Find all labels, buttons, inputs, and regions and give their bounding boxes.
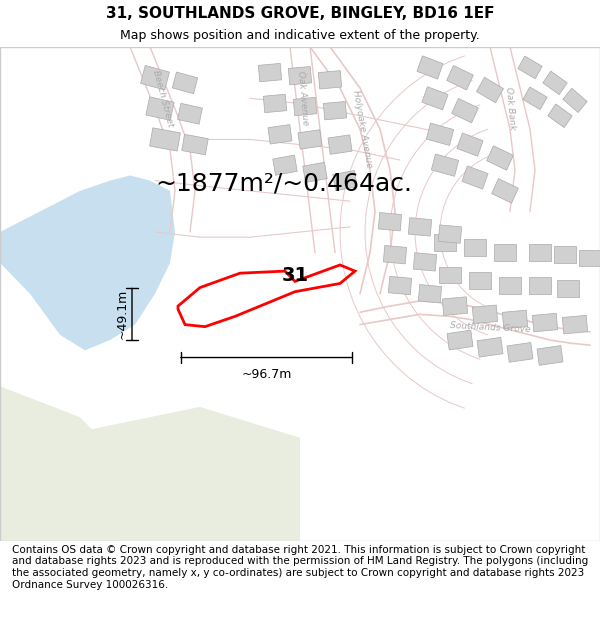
Bar: [431, 154, 458, 176]
Bar: [548, 104, 572, 127]
Text: ~96.7m: ~96.7m: [241, 368, 292, 381]
Bar: [268, 124, 292, 144]
Text: Beech Street: Beech Street: [151, 69, 175, 128]
Bar: [417, 56, 443, 79]
Bar: [140, 66, 169, 90]
Bar: [442, 297, 467, 316]
Bar: [388, 276, 412, 295]
Bar: [447, 330, 473, 350]
Bar: [434, 234, 456, 251]
Bar: [146, 97, 174, 121]
Polygon shape: [0, 386, 120, 541]
Bar: [379, 213, 401, 231]
Bar: [477, 338, 503, 357]
Bar: [289, 66, 311, 85]
Bar: [499, 278, 521, 294]
Bar: [507, 342, 533, 362]
Bar: [439, 267, 461, 284]
Text: Southlands Grove: Southlands Grove: [449, 321, 530, 334]
Bar: [413, 253, 437, 271]
Text: ~49.1m: ~49.1m: [116, 289, 129, 339]
Text: ~1877m²/~0.464ac.: ~1877m²/~0.464ac.: [155, 172, 412, 196]
Bar: [149, 128, 181, 151]
Bar: [427, 123, 454, 146]
Bar: [472, 305, 497, 324]
Bar: [182, 134, 208, 155]
Bar: [543, 71, 567, 94]
Bar: [462, 166, 488, 189]
Bar: [172, 72, 197, 94]
Text: 31: 31: [281, 266, 308, 285]
Text: Contains OS data © Crown copyright and database right 2021. This information is : Contains OS data © Crown copyright and d…: [12, 545, 588, 589]
Bar: [469, 272, 491, 289]
Bar: [418, 284, 442, 303]
Bar: [293, 98, 317, 116]
Bar: [563, 88, 587, 112]
Polygon shape: [0, 407, 300, 541]
Bar: [529, 244, 551, 261]
Bar: [439, 225, 461, 243]
Bar: [457, 133, 483, 156]
Bar: [319, 71, 341, 89]
Bar: [562, 316, 587, 334]
Bar: [529, 278, 551, 294]
Text: Oak Avenue: Oak Avenue: [296, 71, 310, 126]
Bar: [494, 244, 516, 261]
Bar: [532, 313, 557, 332]
Bar: [554, 246, 576, 263]
Bar: [476, 78, 503, 103]
Bar: [263, 94, 287, 112]
Bar: [537, 346, 563, 366]
Text: Holyoake Avenue: Holyoake Avenue: [351, 89, 373, 169]
Bar: [523, 87, 547, 109]
Bar: [487, 146, 514, 170]
Bar: [178, 103, 202, 124]
Bar: [273, 155, 297, 175]
Bar: [518, 56, 542, 79]
Bar: [323, 101, 347, 120]
Polygon shape: [0, 176, 175, 351]
Bar: [502, 310, 527, 329]
Bar: [452, 98, 478, 123]
Bar: [557, 281, 579, 297]
Bar: [464, 239, 486, 256]
Bar: [383, 246, 407, 264]
Text: 31, SOUTHLANDS GROVE, BINGLEY, BD16 1EF: 31, SOUTHLANDS GROVE, BINGLEY, BD16 1EF: [106, 6, 494, 21]
Text: Map shows position and indicative extent of the property.: Map shows position and indicative extent…: [120, 29, 480, 42]
Text: Oak Bank: Oak Bank: [503, 87, 517, 131]
Bar: [328, 135, 352, 154]
Bar: [259, 63, 281, 82]
Bar: [491, 179, 518, 203]
Bar: [303, 162, 327, 182]
Bar: [333, 171, 357, 191]
Bar: [298, 130, 322, 149]
Bar: [422, 87, 448, 110]
Bar: [446, 66, 473, 90]
Bar: [409, 217, 431, 236]
Bar: [579, 249, 600, 266]
